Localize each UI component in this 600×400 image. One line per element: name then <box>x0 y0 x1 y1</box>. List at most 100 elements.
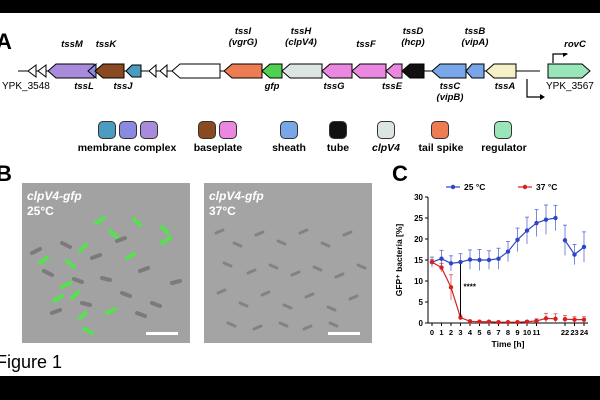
x-tick-label: 10 <box>523 328 531 337</box>
x-tick-label: 7 <box>496 328 500 337</box>
figure-1: A <box>0 13 600 376</box>
x-tick-label: 24 <box>580 328 589 337</box>
data-point <box>439 265 444 270</box>
micrograph-temp-25c: 25°C <box>27 204 54 218</box>
legend-label-0: 25 °C <box>464 183 485 192</box>
legend-label-1: 37 °C <box>536 183 557 192</box>
data-point <box>467 257 473 262</box>
legend-label-clpv4: clpV4 <box>371 142 401 154</box>
gene-arrow-tssB <box>465 63 485 79</box>
data-point <box>572 252 577 257</box>
legend-swatch-sheath <box>280 121 298 139</box>
data-point <box>448 261 454 266</box>
data-point <box>543 316 549 321</box>
gene-label-tssG: tssG <box>323 81 345 92</box>
y-tick-label: 25 <box>414 214 423 223</box>
data-point <box>581 244 587 250</box>
x-tick-label: 11 <box>533 328 541 337</box>
gene-label-tssL: tssL <box>74 81 94 92</box>
y-tick-label: 30 <box>414 193 423 202</box>
legend-swatch-regulator <box>494 121 512 139</box>
panel-label-c: C <box>392 161 408 186</box>
data-point <box>543 217 549 222</box>
data-point <box>572 317 577 322</box>
legend-swatch-baseplate-1 <box>198 121 216 139</box>
data-point <box>486 257 492 263</box>
data-point <box>477 257 482 263</box>
x-tick-label: 1 <box>439 328 443 337</box>
data-point <box>534 220 539 226</box>
gene-arrow-tssA <box>485 63 517 79</box>
data-point <box>524 319 530 324</box>
promoter-arrow-icon <box>526 79 540 98</box>
panel-label-a: A <box>0 29 12 54</box>
gene-label-tssA: tssA <box>494 81 516 92</box>
y-tick-label: 20 <box>414 235 423 244</box>
panel-label-b: B <box>0 161 12 186</box>
legend-label-sheath: sheath <box>272 142 306 154</box>
legend-label-tube: tube <box>326 142 350 154</box>
gene-label-tssI: tssI (vgrG) <box>228 26 258 48</box>
x-tick-label: 2 <box>449 328 453 337</box>
x-tick-label: 22 <box>561 328 569 337</box>
gene-arrow-tssE <box>385 63 403 79</box>
y-tick-label: 0 <box>419 319 424 328</box>
gene-arrow-tssM <box>47 63 95 79</box>
gene-arrow-tssH <box>281 63 323 79</box>
data-point <box>562 317 568 322</box>
data-point <box>458 315 463 320</box>
x-tick-label: 0 <box>430 328 434 337</box>
legend-label-regulator: regulator <box>481 142 527 154</box>
gene-label-tssH: tssH (clpV4) <box>285 26 317 48</box>
y-tick-label: 10 <box>414 277 423 286</box>
data-point <box>581 317 587 322</box>
data-point <box>496 256 501 261</box>
gene-arrow-tssF <box>351 63 387 79</box>
legend-swatch-membrane-2 <box>119 121 137 139</box>
x-tick-label: 3 <box>458 328 462 337</box>
data-point <box>524 228 530 233</box>
scale-bar <box>146 332 178 335</box>
micrograph-image-37c <box>204 183 372 343</box>
hypothetical-gene-arrow <box>37 64 47 78</box>
legend-label-tail-spike: tail spike <box>418 142 464 154</box>
gene-label-gfp: gfp <box>264 81 280 92</box>
data-point <box>439 256 444 261</box>
x-tick-label: 6 <box>487 328 491 337</box>
legend-swatch-baseplate-2 <box>219 121 237 139</box>
gene-label-tssC: tssC (vipB) <box>436 81 464 103</box>
series-line-1 <box>431 261 556 323</box>
data-point <box>534 318 539 324</box>
figure-caption: Figure 1 <box>0 352 63 372</box>
data-point <box>429 259 435 265</box>
legend-marker-1 <box>522 184 528 190</box>
micrograph-strain-37c: clpV4-gfp <box>209 189 264 203</box>
y-axis-label: GFP⁺ bacteria [%] <box>394 224 404 297</box>
gene-arrow-tssJ <box>125 64 142 78</box>
data-point <box>458 259 463 265</box>
gene-arrow-tssG <box>321 63 353 79</box>
gene-label-tssK: tssK <box>95 39 117 50</box>
data-point <box>553 215 558 221</box>
data-point <box>496 319 501 325</box>
gene-arrow-gfp <box>261 63 283 79</box>
legend-marker-0 <box>450 184 456 190</box>
data-point <box>562 238 568 243</box>
x-tick-label: 4 <box>468 328 473 337</box>
x-axis-label: Time [h] <box>492 339 525 349</box>
legend-swatch-tube <box>329 121 347 139</box>
legend-swatch-tail-spike <box>431 121 449 139</box>
data-point <box>486 319 492 324</box>
gene-arrow-rovC <box>547 63 591 79</box>
gene-label-tssD: tssD (hcp) <box>401 26 425 48</box>
hypothetical-gene-arrow <box>171 63 221 79</box>
promoter-arrow-icon <box>552 53 563 63</box>
legend-label-membrane: membrane complex <box>77 142 177 154</box>
x-tick-label: 8 <box>506 328 510 337</box>
data-point <box>515 319 520 325</box>
hypothetical-gene-arrow <box>159 63 168 79</box>
micrograph-25c: clpV4-gfp 25°C <box>22 183 190 343</box>
gene-label-tssJ: tssJ <box>113 81 133 92</box>
significance-stars: **** <box>464 282 477 291</box>
